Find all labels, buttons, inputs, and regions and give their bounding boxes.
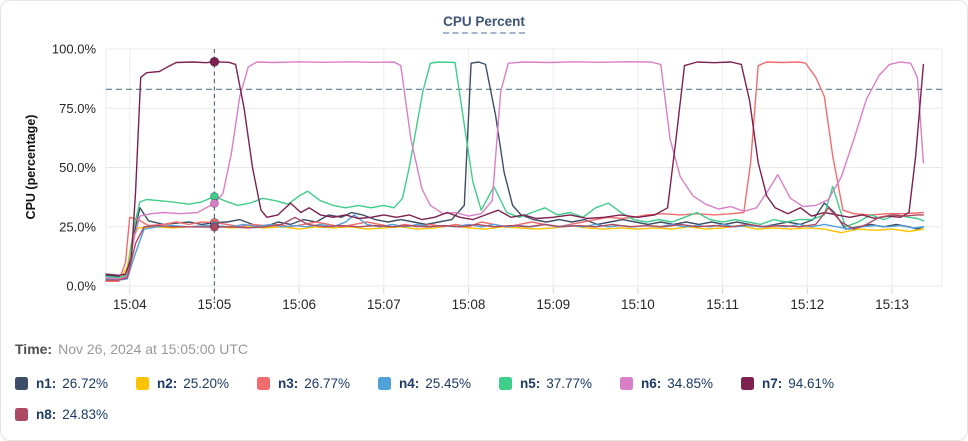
y-tick-label: 0.0% — [66, 279, 96, 294]
x-tick-label: 15:08 — [452, 297, 486, 312]
legend-item-n4[interactable]: n4: 25.45% — [378, 368, 499, 399]
legend-item-n2[interactable]: n2: 25.20% — [136, 368, 257, 399]
legend-swatch-n2 — [136, 377, 149, 390]
y-tick-label: 100.0% — [52, 42, 97, 57]
crosshair-marker-n6 — [209, 198, 219, 208]
legend-series-label: n2: — [157, 376, 178, 391]
legend-series-label: n8: — [36, 407, 57, 422]
legend-swatch-n1 — [15, 377, 28, 390]
legend-item-n5[interactable]: n5: 37.77% — [499, 368, 620, 399]
legend-series-value: 37.77% — [546, 376, 593, 391]
x-tick-label: 15:11 — [706, 297, 739, 312]
x-tick-label: 15:09 — [536, 297, 570, 312]
time-label: Time: — [15, 341, 53, 357]
y-tick-label: 25.0% — [59, 219, 96, 234]
legend-series-label: n6: — [641, 376, 662, 391]
chart-title[interactable]: CPU Percent — [443, 14, 525, 34]
x-tick-label: 15:13 — [875, 297, 909, 312]
x-tick-label: 15:05 — [198, 297, 232, 312]
series-line-n6 — [105, 61, 925, 280]
x-tick-label: 15:04 — [113, 297, 147, 312]
legend-item-n1[interactable]: n1: 26.72% — [15, 368, 136, 399]
legend-series-value: 26.72% — [62, 376, 109, 391]
plot-area[interactable] — [106, 49, 942, 286]
legend-swatch-n8 — [15, 408, 28, 421]
x-tick-label: 15:12 — [790, 297, 824, 312]
legend-swatch-n3 — [257, 377, 270, 390]
x-tick-label: 15:06 — [282, 297, 316, 312]
legend-swatch-n6 — [620, 377, 633, 390]
legend-item-n7[interactable]: n7: 94.61% — [741, 368, 862, 399]
legend: n1: 26.72% n2: 25.20% n3: 26.77% n4: 25.45% n5: 3… — [15, 368, 959, 430]
legend-item-n8[interactable]: n8: 24.83% — [15, 399, 136, 430]
cpu-chart[interactable]: 100.0% 75.0% 50.0% 25.0% 0.0% 15:04 15:05 15:06… — [1, 1, 968, 321]
time-row: Time: Nov 26, 2024 at 15:05:00 UTC — [15, 341, 248, 357]
legend-swatch-n5 — [499, 377, 512, 390]
legend-series-label: n7: — [762, 376, 783, 391]
legend-series-value: 24.83% — [62, 407, 109, 422]
legend-swatch-n7 — [741, 377, 754, 390]
y-tick-label: 50.0% — [59, 160, 96, 175]
legend-series-label: n1: — [36, 376, 57, 391]
crosshair-marker-n7 — [209, 56, 220, 67]
crosshair-marker-n8 — [209, 222, 219, 232]
x-tick-label: 15:10 — [621, 297, 655, 312]
legend-series-value: 34.85% — [667, 376, 714, 391]
series-line-n5 — [105, 61, 925, 279]
x-tick-label: 15:07 — [367, 297, 401, 312]
series-line-n1 — [105, 61, 925, 278]
y-tick-label: 75.0% — [59, 101, 96, 116]
legend-series-value: 94.61% — [788, 376, 835, 391]
time-value: Nov 26, 2024 at 15:05:00 UTC — [58, 341, 248, 357]
chart-title-wrap: CPU Percent — [1, 13, 967, 34]
legend-series-label: n4: — [399, 376, 420, 391]
legend-series-value: 26.77% — [304, 376, 351, 391]
legend-series-label: n5: — [520, 376, 541, 391]
legend-swatch-n4 — [378, 377, 391, 390]
series-line-n8 — [105, 207, 925, 281]
legend-item-n3[interactable]: n3: 26.77% — [257, 368, 378, 399]
legend-series-value: 25.20% — [183, 376, 230, 391]
legend-series-label: n3: — [278, 376, 299, 391]
legend-series-value: 25.45% — [425, 376, 472, 391]
y-axis-title: CPU (percentage) — [24, 114, 38, 220]
legend-item-n6[interactable]: n6: 34.85% — [620, 368, 741, 399]
